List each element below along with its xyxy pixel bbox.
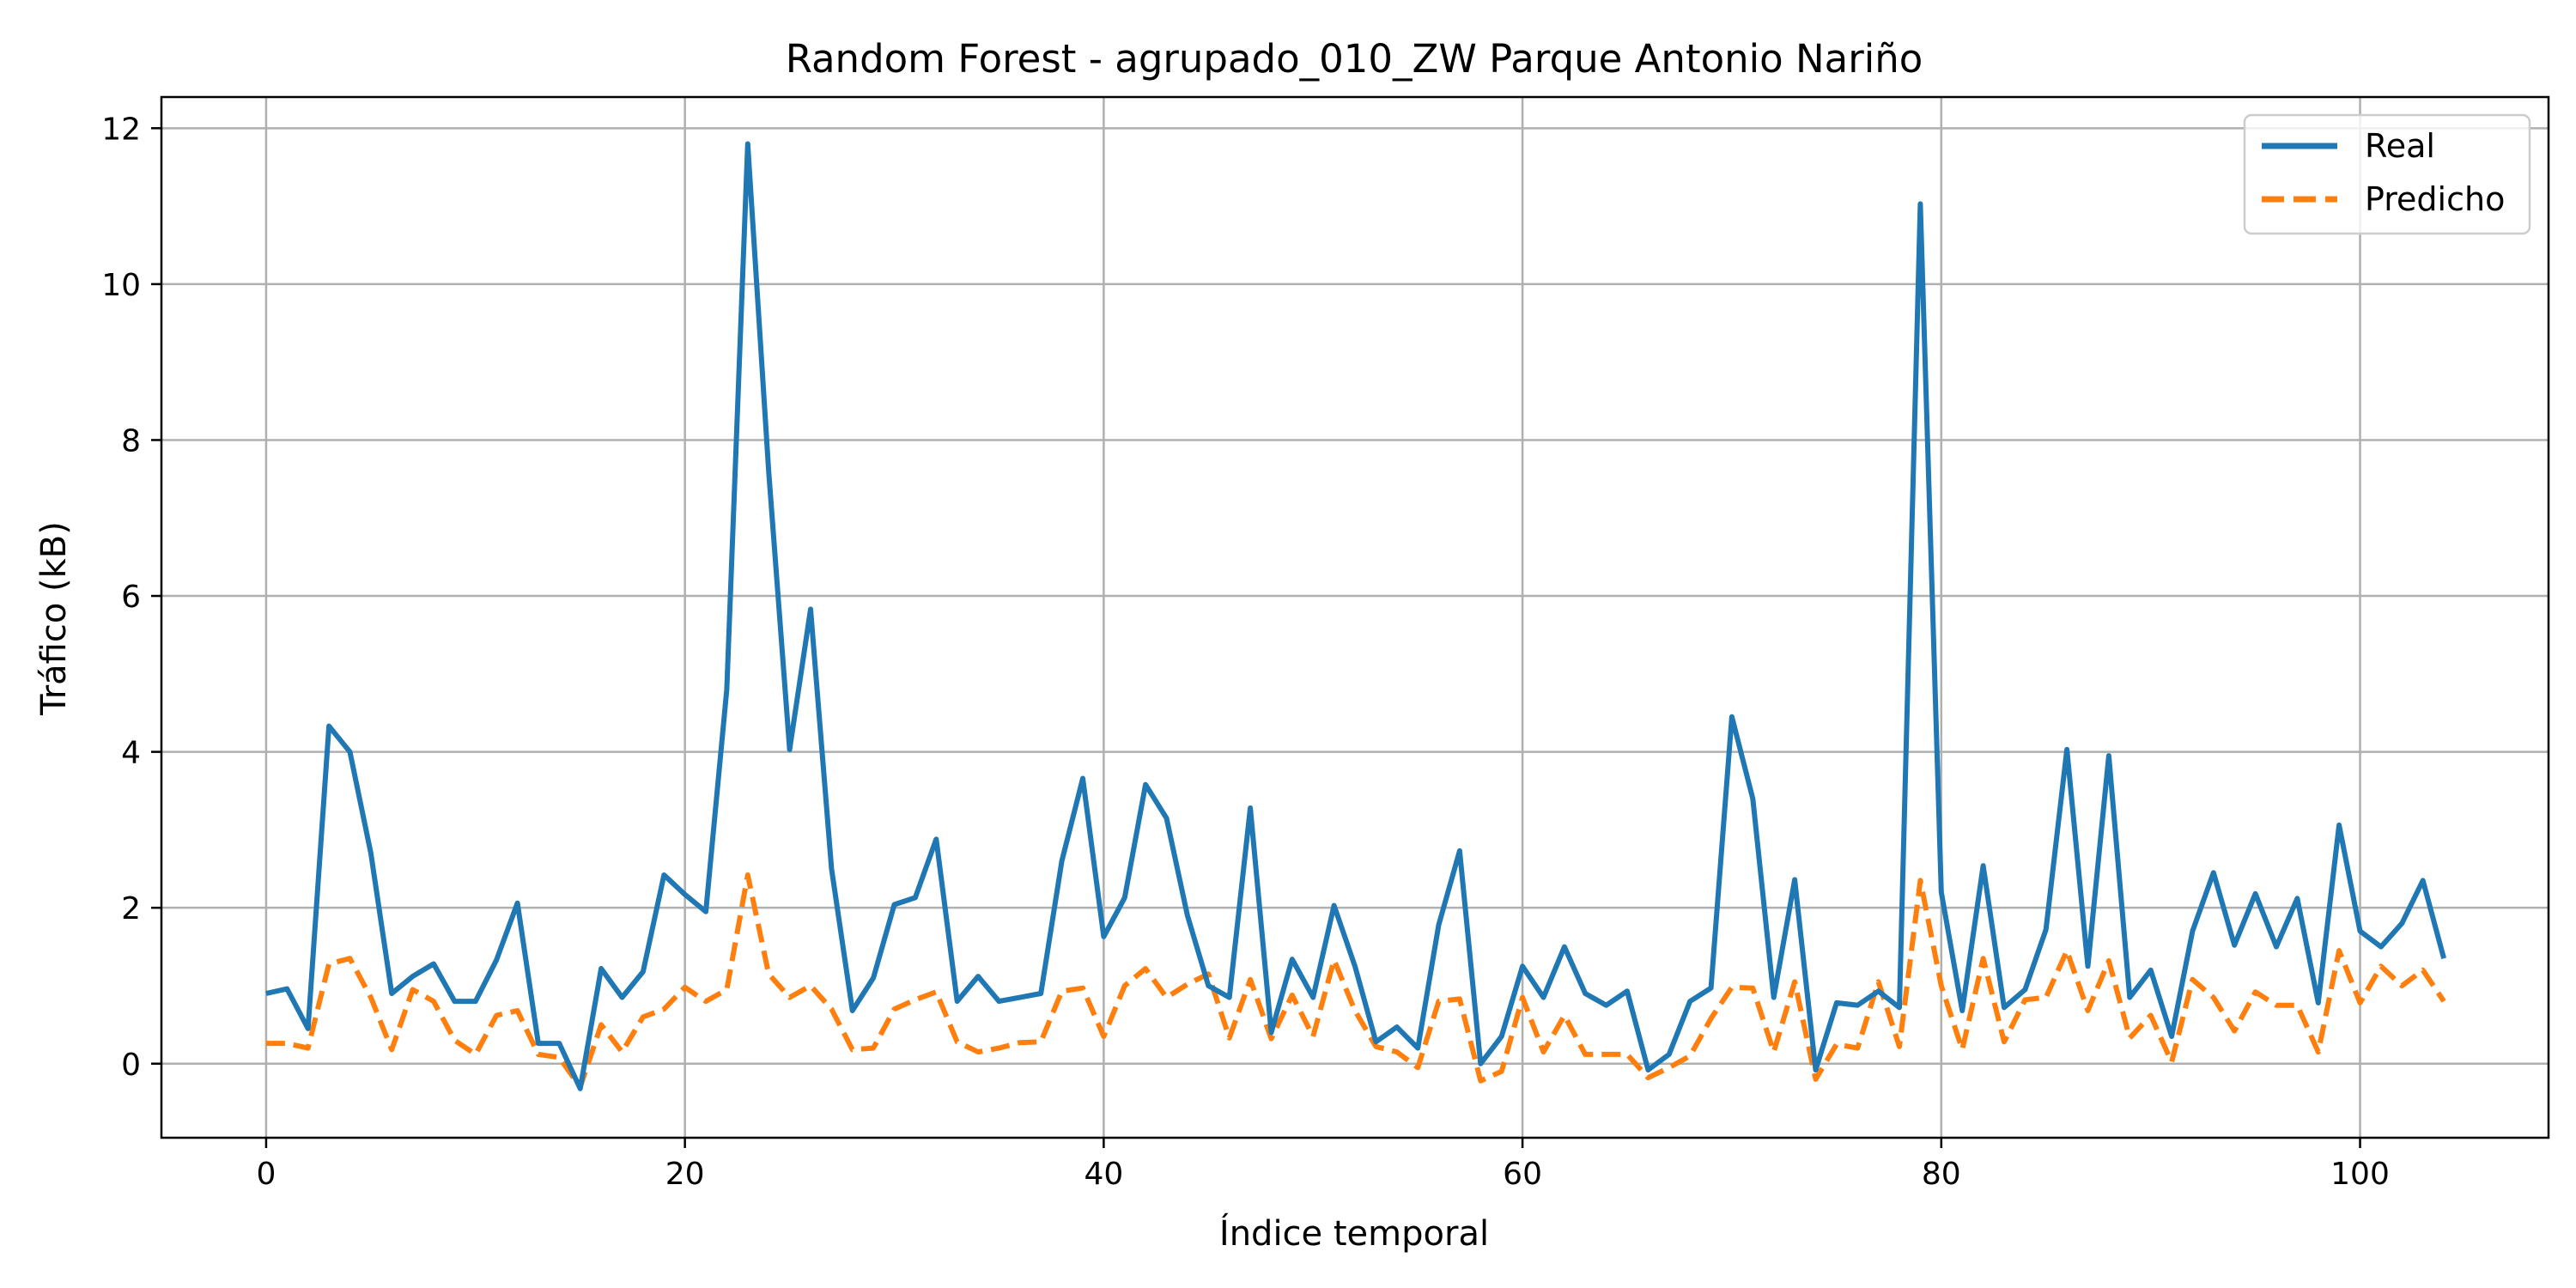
series-lines [265, 141, 2446, 1091]
y-axis-label: Tráfico (kB) [34, 521, 74, 716]
y-tick-label: 12 [101, 112, 141, 147]
y-tick-label: 10 [101, 268, 141, 303]
series-line-predicho [265, 872, 2446, 1090]
legend-label-predicho: Predicho [2365, 180, 2505, 218]
x-axis-label: Índice temporal [1219, 1212, 1489, 1254]
x-tick-label: 40 [1084, 1157, 1123, 1192]
y-tick-label: 4 [121, 736, 141, 771]
x-tick-label: 80 [1922, 1157, 1961, 1192]
plot-frame [160, 95, 2550, 1139]
axis-ticks: 0 20 40 60 80 100 0 2 4 6 8 10 12 [101, 112, 2390, 1192]
y-tick-label: 2 [121, 891, 141, 927]
x-tick-label: 60 [1503, 1157, 1542, 1192]
grid-lines [161, 97, 2549, 1138]
x-tick-label: 0 [256, 1157, 276, 1192]
y-tick-label: 8 [121, 423, 141, 459]
y-tick-label: 6 [121, 580, 141, 615]
chart-title: Random Forest - agrupado_010_ZW Parque A… [786, 36, 1923, 82]
legend: Real Predicho [2243, 113, 2531, 235]
series-line-real [265, 141, 2446, 1091]
y-tick-label: 0 [121, 1048, 141, 1083]
x-tick-label: 20 [665, 1157, 705, 1192]
legend-label-real: Real [2365, 127, 2435, 165]
x-tick-label: 100 [2330, 1157, 2390, 1192]
